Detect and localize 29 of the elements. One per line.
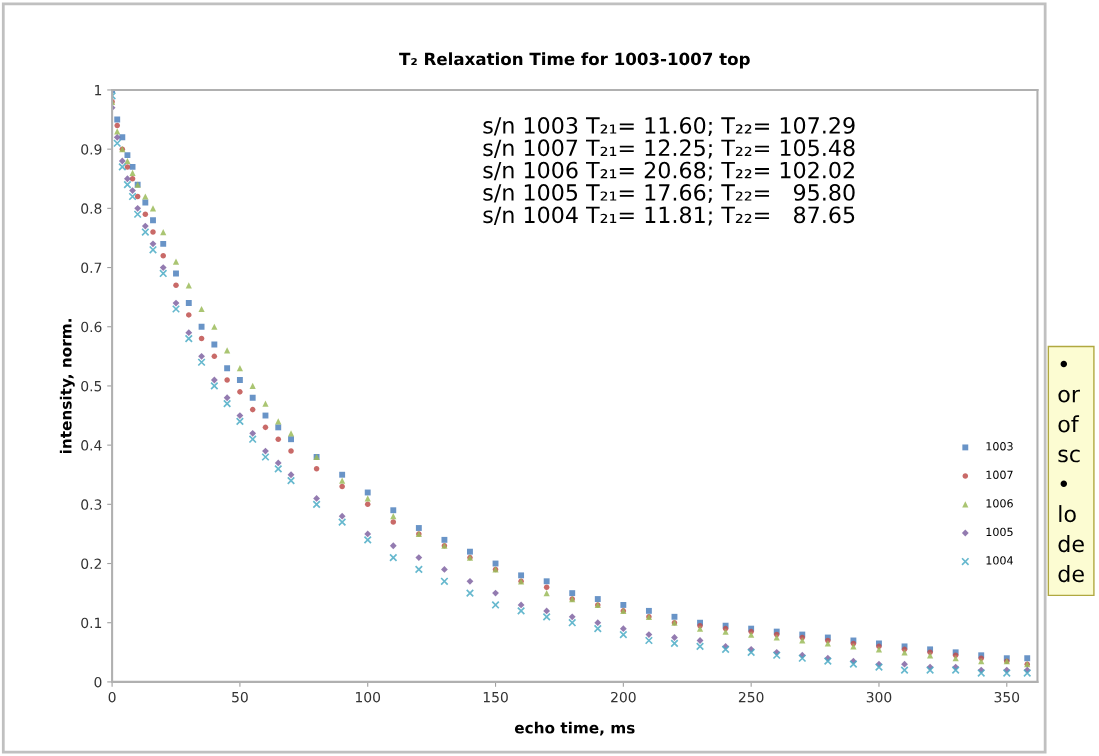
x-tick-label: 350 — [994, 691, 1020, 703]
y-tick-label: 0.8 — [81, 203, 102, 214]
y-tick-label: 0.1 — [81, 617, 102, 629]
annotation: s/n 1003 T₂₁= 11.60; T₂₂= 107.29 s/n 1007 T₂₁= 12.25; T₂₂= 105.48 s/n 1006 T₂₁= 20.68; T₂₂= 102.02 s/n 1005 T₂₁= 17.66; T₂₂= 95.80 s/n 1004 T₂₁= 11.81; T₂₂= 87.65 — [483, 116, 855, 226]
x-tick-label: 50 — [232, 691, 248, 703]
y-tick-label: 0 — [94, 676, 102, 688]
legend-label: 1005 — [986, 527, 1013, 537]
y-tick-label: 0.2 — [81, 558, 101, 569]
x-tick-label: 0 — [108, 691, 116, 703]
x-axis-title: echo time, ms — [514, 721, 635, 736]
legend-label: 1006 — [986, 499, 1013, 508]
y-tick-label: 0.3 — [81, 499, 102, 510]
y-tick-label: 0.4 — [81, 440, 102, 451]
x-tick-label: 300 — [866, 691, 892, 703]
x-tick-label: 200 — [611, 691, 636, 703]
chart-title: T₂ Relaxation Time for 1003-1007 top — [399, 52, 750, 69]
y-tick-label: 0.5 — [81, 380, 102, 392]
y-tick-label: 0.7 — [81, 262, 102, 274]
y-tick-label: 0.6 — [81, 321, 102, 333]
y-axis-title: intensity, norm. — [59, 319, 75, 454]
legend-label: 1004 — [986, 556, 1013, 565]
y-tick-label: 0.9 — [81, 144, 102, 155]
legend-label: 1007 — [986, 470, 1013, 480]
x-tick-label: 250 — [738, 691, 764, 703]
legend-label: 1003 — [986, 442, 1013, 451]
x-tick-label: 100 — [355, 691, 381, 703]
y-tick-label: 1 — [95, 85, 102, 96]
x-tick-label: 150 — [483, 691, 508, 703]
text: • or of sc • lo de de — [1058, 360, 1084, 583]
